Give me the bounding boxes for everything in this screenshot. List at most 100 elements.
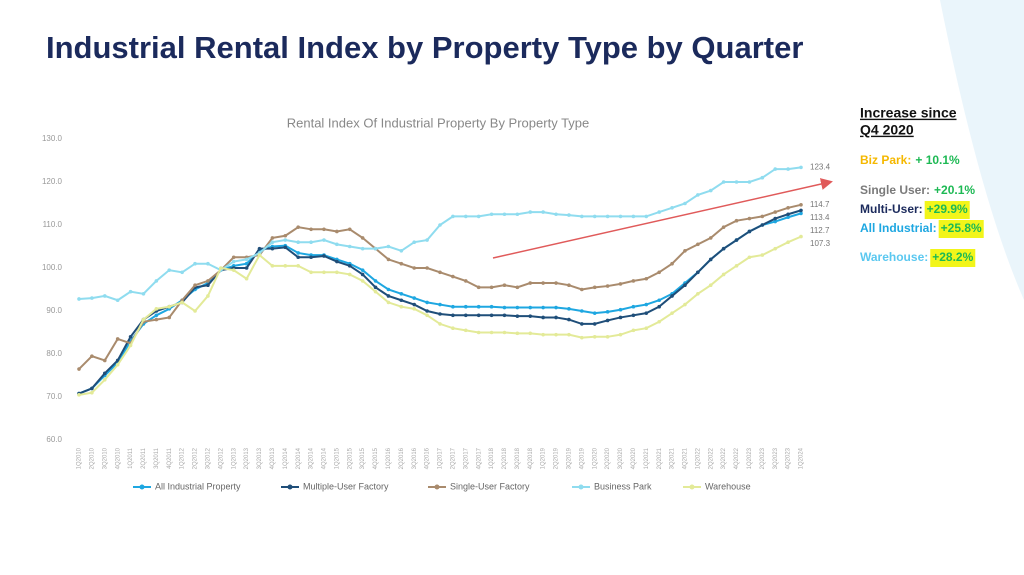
x-tick-label: 1Q2015	[334, 447, 340, 469]
point	[399, 249, 404, 253]
point	[193, 261, 197, 266]
point	[734, 238, 739, 242]
point	[335, 259, 339, 264]
point	[773, 167, 778, 171]
point	[386, 257, 391, 262]
point	[309, 227, 313, 232]
point	[154, 317, 159, 322]
point	[128, 335, 133, 339]
point	[618, 307, 623, 312]
point	[541, 210, 545, 214]
point	[360, 279, 365, 283]
x-tick-label: 4Q2013	[270, 447, 276, 469]
legend-label: Single-User Factory	[450, 481, 530, 491]
point	[528, 331, 533, 336]
point	[605, 335, 610, 339]
point	[528, 314, 533, 318]
point	[438, 322, 442, 326]
point	[399, 261, 404, 266]
point	[167, 304, 172, 309]
point	[270, 236, 275, 240]
x-tick-label: 1Q2024	[799, 447, 805, 469]
point	[373, 279, 378, 283]
point	[360, 246, 365, 251]
point	[670, 206, 674, 210]
point	[799, 208, 803, 213]
point	[696, 193, 700, 197]
highlight	[924, 201, 970, 219]
point	[747, 216, 752, 221]
point	[489, 330, 494, 335]
legend-label: Multiple-User Factory	[303, 481, 389, 491]
point	[425, 300, 429, 305]
x-tick-label: 3Q2013	[257, 447, 263, 469]
point	[592, 335, 597, 339]
point	[244, 276, 249, 281]
point	[386, 287, 391, 292]
point	[425, 238, 429, 242]
point	[231, 268, 236, 272]
point	[283, 233, 288, 238]
x-tick-label: 3Q2018	[515, 447, 521, 469]
point	[618, 315, 623, 320]
x-tick-label: 3Q2016	[412, 447, 418, 469]
point	[747, 229, 752, 234]
point	[580, 322, 584, 326]
legend-label: Business Park	[594, 481, 652, 491]
point	[489, 285, 494, 290]
point	[580, 214, 584, 219]
point	[799, 211, 803, 216]
point	[644, 326, 649, 331]
point	[451, 214, 455, 219]
point	[154, 279, 159, 283]
highlight	[938, 220, 984, 238]
point	[721, 272, 726, 277]
x-tick-label: 2Q2017	[450, 447, 456, 469]
point	[541, 281, 545, 285]
legend-dot	[689, 484, 695, 490]
point	[115, 298, 120, 303]
point	[760, 223, 765, 227]
legend-dot	[434, 484, 440, 490]
slide-title: Industrial Rental Index by Property Type…	[46, 30, 803, 65]
point	[309, 270, 313, 275]
panel-heading: Increase since	[860, 105, 957, 121]
point	[463, 279, 468, 283]
y-tick-label: 90.0	[46, 306, 62, 315]
point	[644, 214, 649, 219]
point	[335, 229, 339, 234]
point	[412, 240, 417, 244]
x-tick-label: 4Q2014	[322, 447, 328, 469]
point	[270, 240, 275, 244]
x-tick-label: 2Q2014	[296, 447, 302, 469]
point	[231, 255, 236, 260]
point	[554, 305, 558, 310]
point	[360, 236, 365, 240]
point	[322, 238, 326, 242]
point	[386, 300, 391, 305]
point	[360, 268, 365, 272]
point	[554, 212, 558, 217]
point	[102, 371, 107, 376]
point	[425, 313, 429, 318]
point	[760, 214, 765, 219]
x-tick-label: 2Q2022	[708, 447, 714, 469]
point	[502, 330, 507, 335]
x-tick-label: 2Q2011	[141, 447, 147, 469]
point	[115, 337, 120, 341]
panel-label: Multi-User:	[860, 202, 923, 216]
point	[309, 255, 313, 260]
x-tick-label: 2Q2013	[244, 447, 250, 469]
point	[425, 309, 429, 313]
point	[786, 212, 790, 217]
point	[670, 311, 674, 315]
x-tick-label: 2Q2016	[399, 447, 405, 469]
x-tick-label: 3Q2011	[154, 447, 160, 469]
series-line	[78, 166, 802, 302]
y-tick-label: 130.0	[42, 134, 63, 143]
point	[618, 282, 623, 286]
point	[296, 264, 300, 268]
point	[580, 335, 584, 340]
y-tick-label: 60.0	[46, 435, 62, 444]
